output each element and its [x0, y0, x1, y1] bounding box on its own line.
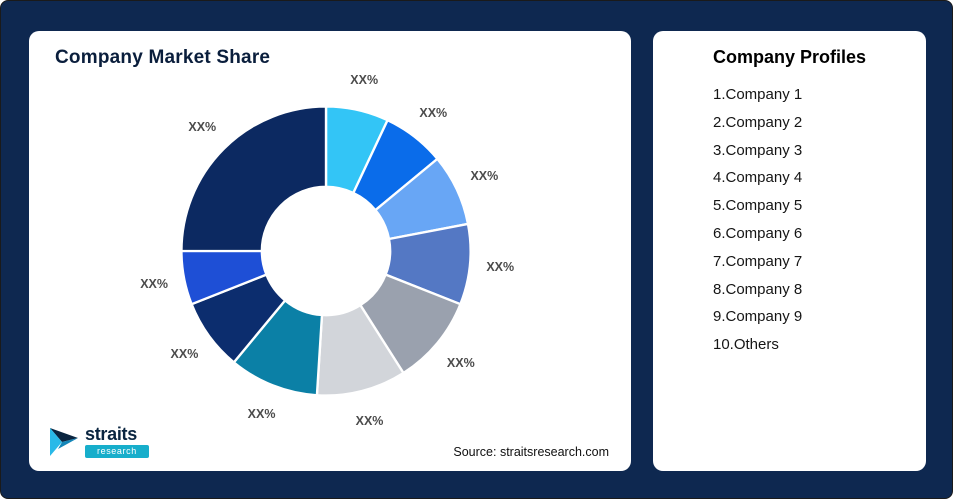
slice-label: XX%	[355, 413, 384, 428]
profile-item: 5.Company 5	[713, 197, 803, 215]
profile-item: 1.Company 1	[713, 86, 803, 103]
logo-badge: research	[85, 445, 149, 458]
profile-item: 8.Company 8	[713, 280, 803, 298]
donut-slice-others	[180, 105, 328, 253]
profile-item: 3.Company 3	[713, 141, 803, 159]
company-profiles-title: Company Profiles	[712, 47, 867, 67]
profile-item: 10.Others	[713, 336, 779, 354]
slice-label: XX%	[247, 406, 276, 421]
profile-item: 6.Company 6	[713, 224, 803, 242]
company-profiles-panel: Company Profiles 1.Company 1 2.Company 2 3…	[653, 31, 926, 471]
logo-name: straits	[85, 424, 137, 444]
slice-label: XX%	[350, 73, 379, 88]
straits-logo-icon	[50, 428, 78, 456]
logo-text: straits research	[85, 425, 149, 458]
chart-title: Company Market Share	[55, 47, 271, 68]
donut-chart	[178, 103, 474, 399]
company-profiles-list: 1.Company 1 2.Company 2 3.Company 3 4.Compa…	[713, 81, 916, 359]
profile-item: 2.Company 2	[713, 113, 803, 131]
donut-svg	[180, 105, 472, 397]
profile-item: 7.Company 7	[713, 252, 803, 270]
profile-item: 9.Company 9	[713, 308, 803, 326]
slice-label: XX%	[470, 169, 499, 184]
straits-research-logo: straits research	[49, 425, 149, 459]
market-share-panel: Company Market Share XX% XX% XX% XX% XX% XX% X…	[29, 31, 631, 471]
profile-item: 4.Company 4	[713, 169, 803, 187]
slice-label: XX%	[140, 276, 168, 291]
slice-label: XX%	[486, 260, 515, 275]
source-note: Source: straitsresearch.com	[453, 445, 609, 459]
